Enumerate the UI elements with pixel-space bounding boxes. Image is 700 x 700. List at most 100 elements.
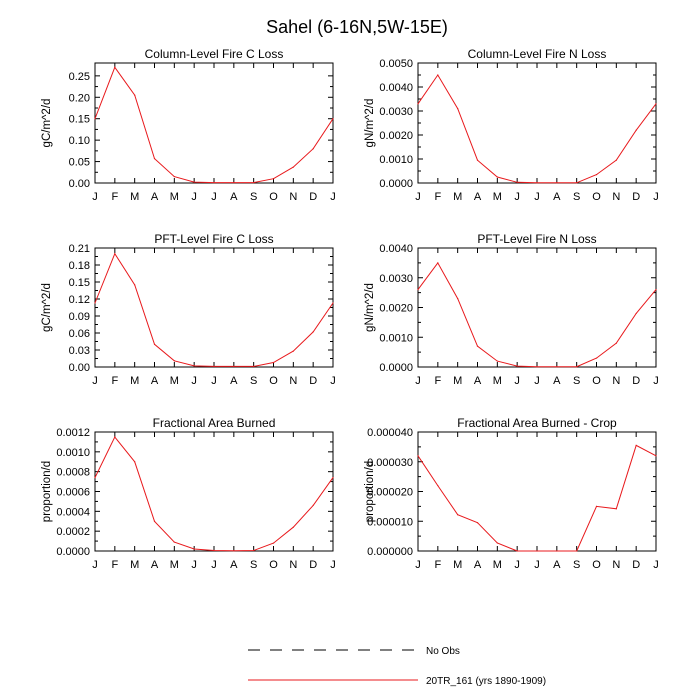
data-point [272,542,275,544]
y-tick-label: 0.0008 [56,467,90,479]
y-tick-label: 0.0000 [379,362,413,374]
legend-no-obs-label: No Obs [426,646,460,657]
data-point [233,550,235,552]
panel-3: PFT-Level Fire C Loss 0.00 0.03 0.06 0.09 0.1… [41,232,336,387]
x-tick-label: J [330,559,336,571]
x-tick-label: J [415,559,421,571]
data-point [457,297,459,300]
data-point [476,159,479,161]
x-tick-label: J [92,375,98,387]
data-point [153,343,156,345]
data-point [94,477,96,479]
panel-4: PFT-Level Fire N Loss 0.0000 0.0010 0.0020 0… [364,232,659,387]
data-point [536,550,538,552]
x-tick-label: J [211,191,217,203]
x-tick-label: M [170,559,179,571]
data-point [576,182,578,184]
x-tick-label: M [493,559,502,571]
x-tick-label: N [612,191,620,203]
x-tick-label: D [632,559,640,571]
x-tick-label: M [130,191,139,203]
data-point [193,365,195,367]
x-tick-label: M [170,375,179,387]
data-point [332,302,334,304]
x-tick-label: J [653,559,659,571]
x-tick-label: J [514,375,520,387]
x-tick-label: D [632,191,640,203]
x-tick-label: A [474,191,482,203]
x-tick-label: J [653,375,659,387]
plot-frame [417,247,657,368]
data-point [635,312,637,315]
panel-title: Column-Level Fire C Loss [145,47,284,61]
y-tick-label: 0.18 [69,260,90,272]
y-tick-label: 0.05 [69,157,90,169]
y-tick-label: 0.0010 [379,332,413,344]
y-tick-label: 0.0010 [379,154,413,166]
data-point [536,182,538,184]
plot-frame [417,431,657,552]
y-tick-label: 0.00 [69,362,90,374]
y-axis-label: gN/m^2/d [364,99,376,148]
x-tick-label: A [151,559,159,571]
y-tick-label: 0.000010 [367,516,413,528]
data-point [556,550,558,552]
y-tick-label: 0.0020 [379,130,413,142]
x-tick-label: S [250,191,257,203]
x-tick-label: O [269,559,278,571]
y-axis-label: gC/m^2/d [41,99,53,148]
x-tick-label: M [493,375,502,387]
y-tick-label: 0.000000 [367,546,413,558]
y-tick-label: 0.12 [69,294,90,306]
data-point [615,342,617,344]
x-tick-label: A [553,375,561,387]
plot-frame [417,62,657,184]
y-tick-label: 0.0040 [379,243,413,255]
x-tick-label: S [573,559,580,571]
y-tick-label: 0.000020 [367,487,413,499]
data-point [213,549,215,552]
plot-frame [94,62,334,184]
panel-1: Column-Level Fire C Loss 0.00 0.05 0.10 0.15… [41,47,336,203]
x-tick-label: F [111,191,118,203]
y-tick-label: 0.25 [69,71,90,83]
x-tick-label: J [415,191,421,203]
data-point [536,366,538,368]
x-tick-label: D [309,191,317,203]
x-tick-label: N [289,191,297,203]
x-tick-label: M [453,191,462,203]
x-tick-label: A [230,559,238,571]
x-tick-label: J [330,375,336,387]
y-tick-label: 0.0002 [56,526,90,538]
x-tick-label: J [534,559,540,571]
data-point [134,94,136,96]
data-point [437,262,439,264]
data-point [635,129,637,131]
data-point [556,182,558,184]
x-tick-label: J [330,191,336,203]
data-point [476,345,479,347]
y-axis-label: proportion/d [41,461,53,522]
y-tick-label: 0.03 [69,345,90,357]
x-tick-label: J [191,375,197,387]
data-point [114,66,116,68]
data-point [94,118,96,120]
series-line [94,252,334,367]
data-point [332,118,334,120]
x-tick-label: J [415,375,421,387]
panels: Column-Level Fire C Loss 0.00 0.05 0.10 0.15… [41,47,659,571]
data-point [153,520,156,522]
panel-title: PFT-Level Fire N Loss [477,232,596,246]
series-line [94,436,334,552]
data-point [193,548,195,550]
data-point [312,148,314,150]
x-tick-label: A [474,375,482,387]
x-tick-label: J [514,559,520,571]
data-point [635,444,637,446]
data-point [655,103,657,105]
y-tick-label: 0.0040 [379,82,413,94]
x-tick-label: M [493,191,502,203]
y-axis-label: gN/m^2/d [364,283,376,332]
data-point [417,289,419,291]
